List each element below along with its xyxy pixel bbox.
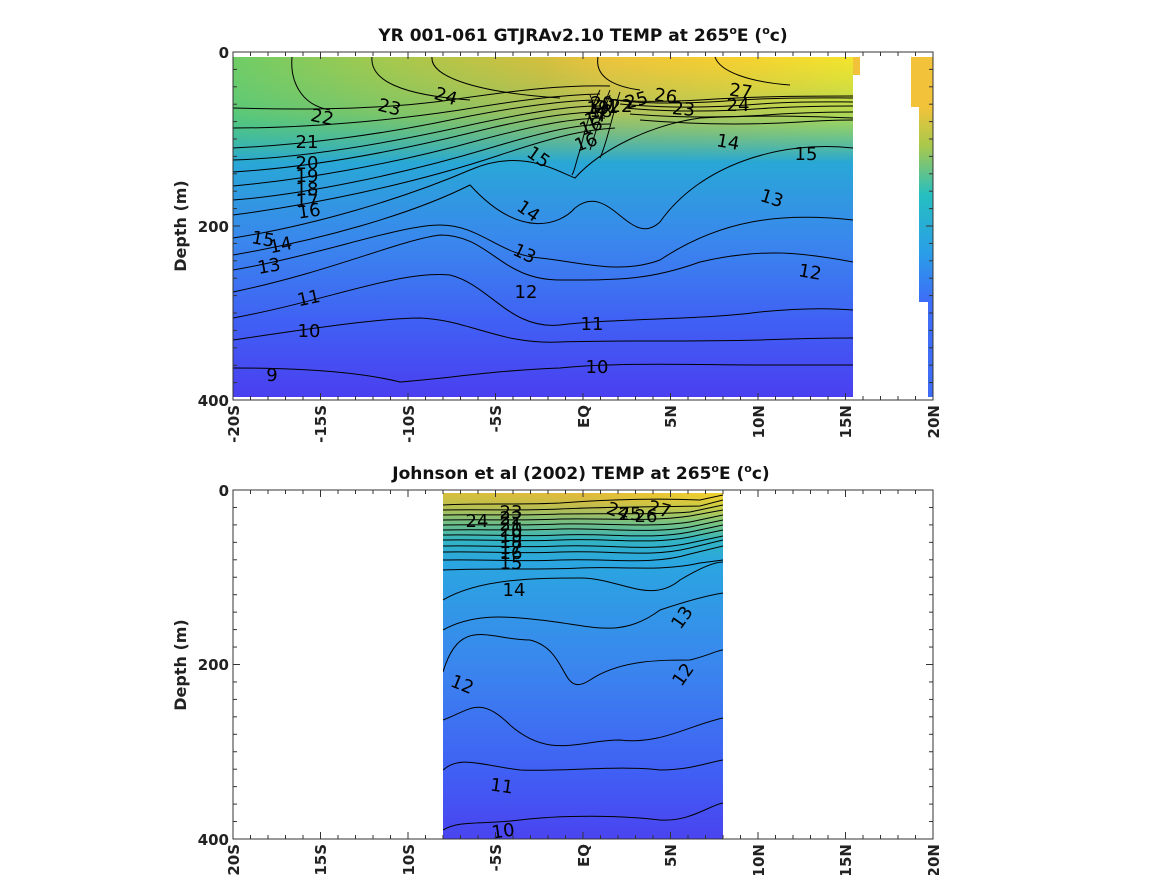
top-y-ticks	[233, 51, 933, 401]
top-contour-lines	[233, 56, 853, 383]
bottom-y-axis-label: Depth (m)	[171, 619, 190, 711]
top-x-ticks	[232, 52, 934, 400]
contour-label: 24	[727, 95, 750, 116]
contour-label: 12	[797, 260, 823, 285]
contour-label: 23	[500, 502, 523, 523]
top-x-tick-label: 10N	[750, 405, 768, 438]
bottom-x-tick-label: -15S	[312, 844, 330, 875]
contour-label: 20	[296, 153, 319, 174]
contour-label: 22	[500, 508, 523, 529]
contour-label: 23	[671, 98, 696, 121]
top-x-tick-label: EQ	[575, 405, 593, 428]
contour-label: 21	[596, 97, 619, 118]
bottom-x-ticks	[232, 490, 934, 839]
contour-label: 9	[266, 365, 277, 386]
contour-label: 19	[296, 166, 319, 187]
contour-label: 11	[295, 286, 322, 311]
bottom-panel: Johnson et al (2002) TEMP at 265oE (oc)	[171, 462, 943, 875]
top-x-tick-label: -15S	[312, 405, 330, 443]
contour-label: 20	[500, 520, 523, 541]
top-y-axis-label: Depth (m)	[171, 180, 190, 272]
bottom-x-tick-label: 10N	[750, 844, 768, 875]
contour-label: 25	[619, 504, 642, 525]
bottom-x-tick-labels: -20S -15S -10S -5S EQ 5N 10N 15N 20N	[225, 844, 943, 875]
contour-label: 26	[653, 85, 679, 109]
bottom-y-ticks	[233, 489, 933, 840]
bottom-x-tick-label: -20S	[225, 844, 243, 875]
contour-label: 19	[587, 98, 610, 119]
contour-label: 21	[500, 514, 523, 535]
contour-label: 14	[715, 130, 741, 155]
contour-label: 12	[515, 282, 538, 303]
contour-label: 26	[635, 506, 658, 527]
contour-label: 15	[250, 227, 276, 252]
top-panel: YR 001-061 GTJRAv2.10 TEMP at 265oE (oc)	[171, 24, 943, 443]
top-x-tick-label: -5S	[487, 405, 505, 432]
contour-label: 15	[500, 553, 523, 574]
contour-label: 15	[795, 144, 818, 165]
contour-label: 11	[489, 775, 515, 799]
contour-label: 21	[296, 132, 319, 153]
bottom-x-tick-label: -5S	[487, 844, 505, 871]
contour-label: 10	[490, 820, 516, 844]
contour-label: 18	[500, 532, 523, 553]
top-y-tick-label: 200	[198, 218, 229, 236]
contour-label: 27	[728, 80, 754, 104]
contour-label: 13	[256, 254, 282, 279]
contour-label: 22	[610, 96, 633, 117]
top-y-tick-label: 0	[219, 44, 229, 62]
contour-label: 10	[298, 321, 321, 342]
top-x-tick-label: 5N	[662, 405, 680, 428]
contour-label: 16	[500, 543, 523, 564]
bottom-contour-lines	[443, 494, 723, 831]
contour-label: 14	[267, 233, 294, 258]
contour-label: 10	[586, 357, 609, 378]
contour-label: 17	[296, 191, 319, 212]
top-chart-title: YR 001-061 GTJRAv2.10 TEMP at 265oE (oc)	[377, 24, 787, 46]
contour-label: 19	[500, 526, 523, 547]
top-temperature-field	[233, 57, 933, 397]
bottom-x-tick-label: -10S	[400, 844, 418, 875]
bottom-chart-title: Johnson et al (2002) TEMP at 265oE (oc)	[391, 462, 769, 484]
top-y-tick-label: 400	[198, 392, 229, 410]
bottom-x-tick-label: 20N	[925, 844, 943, 875]
contour-label: 18	[590, 101, 613, 122]
top-x-tick-label: -20S	[225, 405, 243, 443]
top-x-tick-label: 15N	[837, 405, 855, 438]
bottom-x-tick-label: 15N	[837, 844, 855, 875]
contour-label: 22	[309, 105, 336, 130]
contour-label: 17	[500, 538, 523, 559]
top-x-tick-label: 20N	[925, 405, 943, 438]
bottom-y-tick-label: 400	[198, 831, 229, 849]
top-x-tick-label: -10S	[400, 405, 418, 443]
contour-label: 18	[296, 179, 319, 200]
bottom-x-tick-label: 5N	[662, 844, 680, 867]
bottom-x-tick-label: EQ	[575, 844, 593, 867]
top-x-tick-labels: -20S -15S -10S -5S EQ 5N 10N 15N 20N	[225, 405, 943, 443]
bottom-y-tick-label: 0	[219, 482, 229, 500]
contour-label: 16	[296, 200, 322, 224]
contour-label: 11	[581, 314, 604, 335]
contour-label: 24	[466, 511, 489, 532]
bottom-y-tick-label: 200	[198, 656, 229, 674]
contour-label: 20	[591, 93, 614, 114]
contour-label: 14	[503, 580, 526, 601]
